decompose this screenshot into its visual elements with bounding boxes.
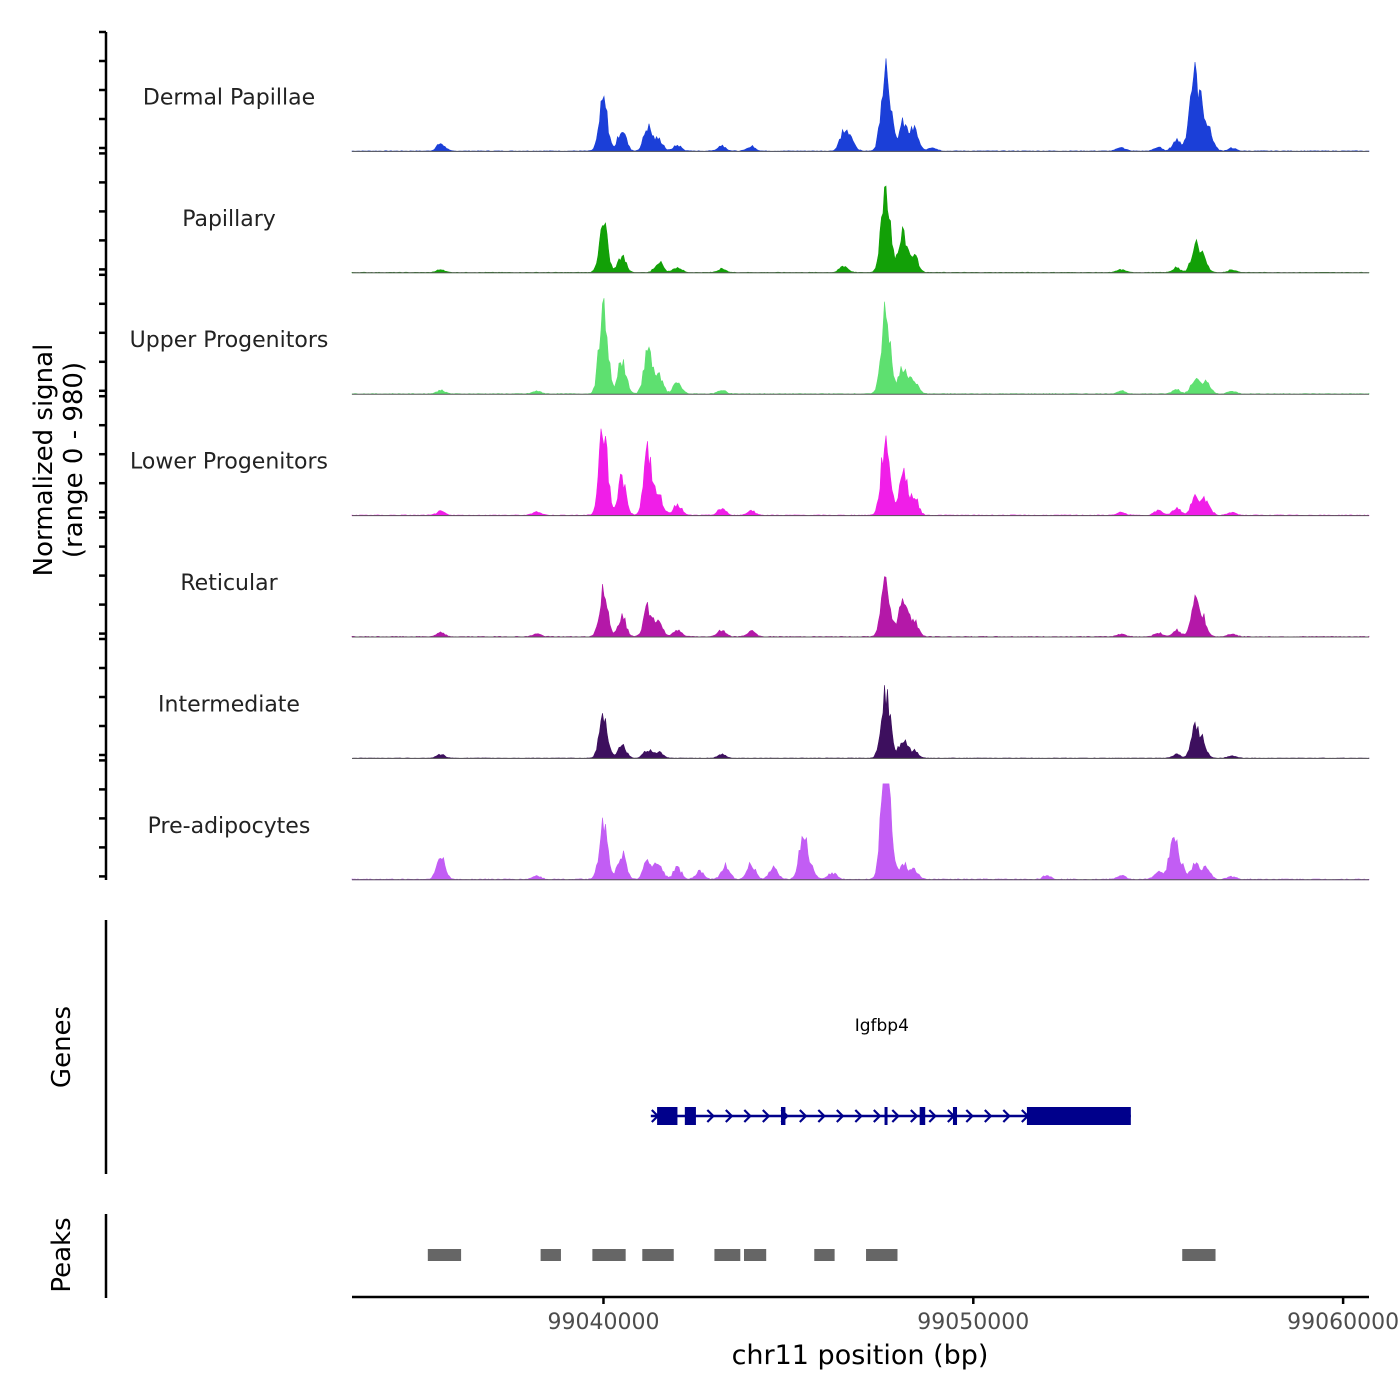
strand-arrow xyxy=(1002,1109,1011,1123)
strand-arrow xyxy=(836,1109,845,1123)
genes-panel-label: Genes xyxy=(47,1006,77,1088)
x-tick-label-1: 99050000 xyxy=(917,1310,1029,1335)
track-label-1: Papillary xyxy=(182,207,276,232)
peak-regions xyxy=(427,1249,1216,1261)
track-label-3: Lower Progenitors xyxy=(130,450,328,475)
y-axis-title-line1: Normalized signal xyxy=(29,344,59,577)
track-1: Papillary xyxy=(182,185,1370,274)
peak-region-6 xyxy=(814,1249,835,1261)
gene-0: Igfbp4 xyxy=(650,1016,1131,1125)
signal-area-1 xyxy=(351,185,1370,274)
signal-area-5 xyxy=(351,685,1370,759)
peak-region-5 xyxy=(744,1249,767,1261)
exon-2 xyxy=(780,1107,786,1125)
signal-area-6 xyxy=(351,783,1370,881)
strand-arrow xyxy=(817,1109,826,1123)
track-6: Pre-adipocytes xyxy=(148,783,1370,881)
gene-models: Igfbp4 xyxy=(650,1016,1131,1125)
strand-arrow xyxy=(725,1109,734,1123)
exon-4 xyxy=(919,1107,926,1125)
strand-arrow xyxy=(762,1109,771,1123)
y-axis-title: Normalized signal (range 0 - 980) xyxy=(29,344,89,577)
peak-region-4 xyxy=(714,1249,741,1261)
track-2: Upper Progenitors xyxy=(130,298,1370,395)
exon-3 xyxy=(884,1107,888,1125)
x-axis-ticks: 99040000 99050000 99060000 xyxy=(547,1297,1399,1335)
track-0: Dermal Papillae xyxy=(143,58,1370,152)
track-5: Intermediate xyxy=(158,685,1370,759)
gene-name-label: Igfbp4 xyxy=(855,1016,909,1036)
track-label-4: Reticular xyxy=(180,571,278,596)
strand-arrow xyxy=(965,1109,974,1123)
strand-arrow xyxy=(706,1109,715,1123)
exon-5 xyxy=(952,1107,958,1125)
peak-region-2 xyxy=(592,1249,626,1261)
strand-arrow xyxy=(910,1109,919,1123)
strand-arrow xyxy=(984,1109,993,1123)
strand-arrow xyxy=(873,1109,882,1123)
track-label-5: Intermediate xyxy=(158,692,300,717)
signal-tracks: Dermal Papillae Papillary Upper Progenitor… xyxy=(130,58,1370,881)
strand-arrow xyxy=(799,1109,808,1123)
strand-arrow xyxy=(743,1109,752,1123)
peak-region-1 xyxy=(540,1249,561,1261)
x-tick-label-2: 99060000 xyxy=(1287,1310,1399,1335)
exon-0 xyxy=(657,1107,678,1125)
signal-y-axis-ticks xyxy=(99,30,106,878)
x-tick-label-0: 99040000 xyxy=(547,1310,659,1335)
peaks-panel-label: Peaks xyxy=(47,1217,77,1292)
track-label-0: Dermal Papillae xyxy=(143,85,315,110)
track-3: Lower Progenitors xyxy=(130,428,1370,517)
strand-arrow xyxy=(928,1109,937,1123)
signal-area-0 xyxy=(351,58,1370,152)
signal-area-2 xyxy=(351,298,1370,395)
peak-region-3 xyxy=(642,1249,674,1261)
peak-region-0 xyxy=(427,1249,462,1261)
x-axis-title: chr11 position (bp) xyxy=(732,1340,989,1371)
track-label-6: Pre-adipocytes xyxy=(148,814,311,839)
peak-region-7 xyxy=(866,1249,898,1261)
exon-1 xyxy=(684,1107,696,1125)
y-axis-title-line2: (range 0 - 980) xyxy=(59,362,89,558)
signal-area-3 xyxy=(351,428,1370,516)
strand-arrow xyxy=(854,1109,863,1123)
track-label-2: Upper Progenitors xyxy=(130,328,329,353)
strand-arrow xyxy=(891,1109,900,1123)
track-4: Reticular xyxy=(180,571,1370,638)
signal-area-4 xyxy=(351,576,1370,638)
exon-6 xyxy=(1026,1107,1131,1125)
peak-region-8 xyxy=(1182,1249,1216,1261)
